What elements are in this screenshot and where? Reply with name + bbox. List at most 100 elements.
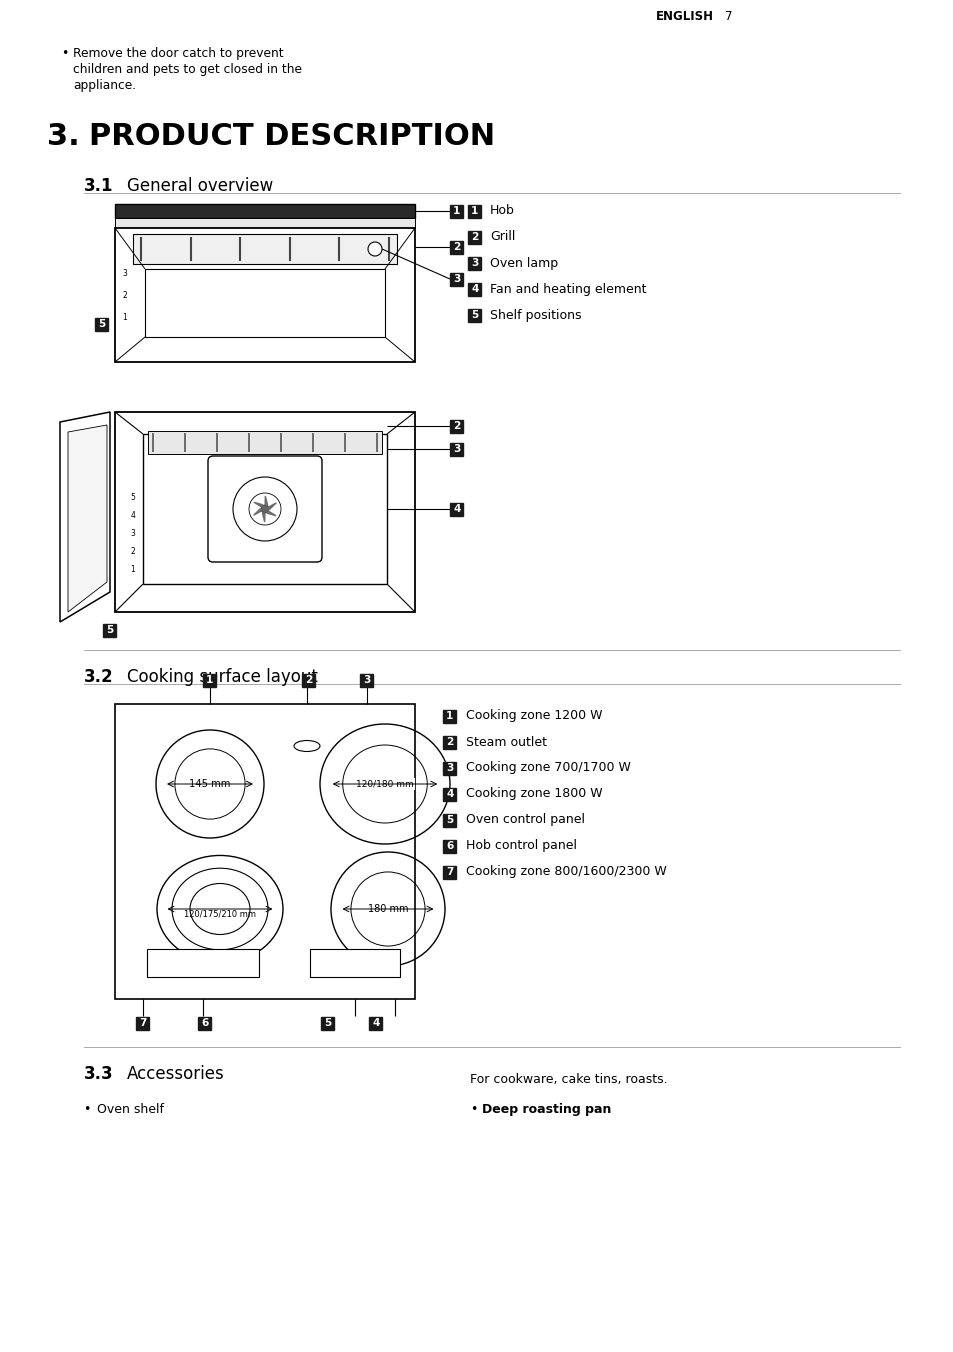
Bar xyxy=(450,204,463,218)
Text: appliance.: appliance. xyxy=(73,78,136,92)
Text: Oven shelf: Oven shelf xyxy=(97,1103,164,1115)
Bar xyxy=(450,503,463,515)
Text: 3: 3 xyxy=(446,763,454,773)
Polygon shape xyxy=(262,508,265,522)
Text: •: • xyxy=(470,1103,476,1115)
Text: 3: 3 xyxy=(471,258,478,268)
Text: 7: 7 xyxy=(139,1018,147,1028)
Text: 5: 5 xyxy=(324,1018,332,1028)
Text: Cooking surface layout: Cooking surface layout xyxy=(127,668,317,685)
Bar xyxy=(302,673,315,687)
Text: Hob: Hob xyxy=(490,204,515,218)
Text: 2: 2 xyxy=(131,546,135,556)
Text: 120/180 mm: 120/180 mm xyxy=(355,780,414,788)
Polygon shape xyxy=(115,204,415,218)
Text: 5: 5 xyxy=(446,815,453,825)
Text: 4: 4 xyxy=(372,1018,379,1028)
Polygon shape xyxy=(143,434,387,584)
Bar xyxy=(450,442,463,456)
Bar xyxy=(450,419,463,433)
Text: PRODUCT DESCRIPTION: PRODUCT DESCRIPTION xyxy=(89,122,495,151)
Text: General overview: General overview xyxy=(127,177,273,195)
Bar xyxy=(443,840,456,853)
Bar xyxy=(321,1017,335,1029)
Text: 3: 3 xyxy=(131,529,135,538)
Text: Remove the door catch to prevent: Remove the door catch to prevent xyxy=(73,47,283,59)
Bar xyxy=(95,318,109,330)
Bar xyxy=(203,673,216,687)
Polygon shape xyxy=(60,412,110,622)
Text: Deep roasting pan: Deep roasting pan xyxy=(481,1103,611,1115)
Polygon shape xyxy=(265,508,275,515)
Bar xyxy=(450,241,463,254)
Polygon shape xyxy=(145,269,385,337)
Text: 6: 6 xyxy=(446,841,454,850)
Text: 5: 5 xyxy=(107,625,113,635)
Text: 3.1: 3.1 xyxy=(84,177,113,195)
Bar xyxy=(443,865,456,879)
Text: 3: 3 xyxy=(363,675,371,685)
Text: 3: 3 xyxy=(122,269,128,277)
Text: Accessories: Accessories xyxy=(127,1065,225,1083)
Text: 7: 7 xyxy=(446,867,454,877)
Bar xyxy=(310,949,399,977)
Polygon shape xyxy=(132,234,396,264)
Bar xyxy=(147,949,258,977)
Text: 1: 1 xyxy=(206,675,213,685)
Text: Oven control panel: Oven control panel xyxy=(465,814,584,826)
Polygon shape xyxy=(115,228,415,362)
Bar xyxy=(369,1017,382,1029)
Text: 3.2: 3.2 xyxy=(84,668,113,685)
Circle shape xyxy=(261,506,269,512)
Bar xyxy=(450,273,463,285)
Polygon shape xyxy=(115,704,415,999)
Polygon shape xyxy=(253,508,265,515)
Text: Fan and heating element: Fan and heating element xyxy=(490,283,646,296)
Polygon shape xyxy=(115,412,415,612)
Text: Oven lamp: Oven lamp xyxy=(490,257,558,269)
Text: 2: 2 xyxy=(453,420,460,431)
Text: 1: 1 xyxy=(471,206,478,216)
FancyBboxPatch shape xyxy=(208,456,322,562)
Text: 2: 2 xyxy=(471,233,478,242)
Bar xyxy=(468,257,481,269)
Text: 1: 1 xyxy=(446,711,454,721)
Text: 2: 2 xyxy=(453,242,460,251)
Circle shape xyxy=(249,493,281,525)
Text: •: • xyxy=(83,1103,91,1115)
Text: children and pets to get closed in the: children and pets to get closed in the xyxy=(73,64,302,76)
Text: Shelf positions: Shelf positions xyxy=(490,308,581,322)
Text: ENGLISH: ENGLISH xyxy=(656,11,713,23)
Text: 2: 2 xyxy=(123,291,128,300)
Text: 145 mm: 145 mm xyxy=(189,779,231,790)
Bar xyxy=(468,283,481,296)
Polygon shape xyxy=(253,502,265,508)
Text: 4: 4 xyxy=(131,511,135,519)
Text: 3: 3 xyxy=(453,274,460,284)
Text: 3.: 3. xyxy=(47,122,80,151)
Polygon shape xyxy=(148,431,381,454)
Text: 3.3: 3.3 xyxy=(84,1065,113,1083)
Text: Cooking zone 1200 W: Cooking zone 1200 W xyxy=(465,710,602,722)
Bar xyxy=(360,673,374,687)
Bar xyxy=(136,1017,150,1029)
Text: 2: 2 xyxy=(305,675,313,685)
Text: 2: 2 xyxy=(446,737,454,748)
Bar xyxy=(443,761,456,775)
Text: •: • xyxy=(61,47,69,59)
Bar xyxy=(468,230,481,243)
Text: Grill: Grill xyxy=(490,230,515,243)
Text: 1: 1 xyxy=(453,206,460,216)
Text: 5: 5 xyxy=(98,319,106,329)
Bar xyxy=(103,623,116,637)
Text: 120/175/210 mm: 120/175/210 mm xyxy=(184,910,255,918)
Text: 5: 5 xyxy=(131,492,135,502)
Polygon shape xyxy=(265,496,267,508)
Bar xyxy=(443,735,456,749)
Text: 1: 1 xyxy=(131,565,135,573)
Text: Cooking zone 800/1600/2300 W: Cooking zone 800/1600/2300 W xyxy=(465,865,666,879)
Text: Cooking zone 700/1700 W: Cooking zone 700/1700 W xyxy=(465,761,630,775)
Bar xyxy=(198,1017,212,1029)
Bar xyxy=(443,814,456,826)
Text: 5: 5 xyxy=(471,310,478,320)
